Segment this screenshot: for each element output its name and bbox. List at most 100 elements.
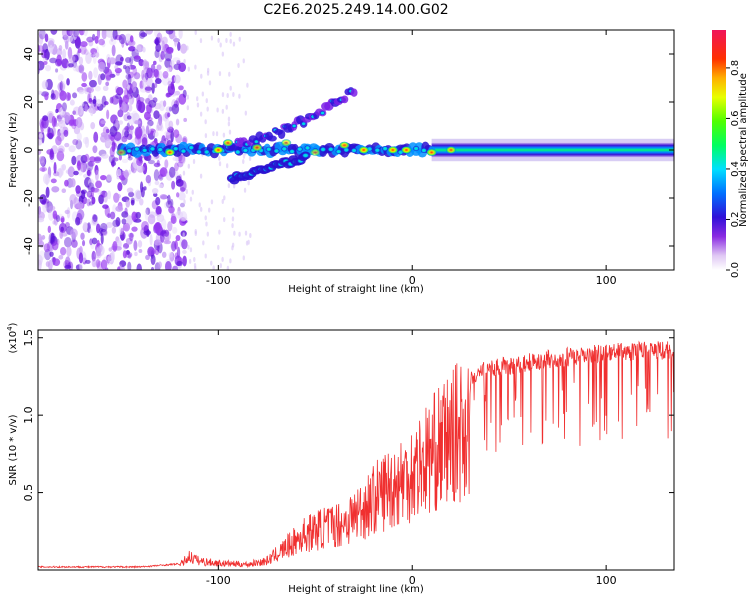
noise-speckle: [158, 169, 166, 177]
noise-speckle: [52, 258, 61, 267]
snr-border: [37, 329, 675, 571]
noise-speckle: [129, 125, 134, 131]
faint-speckle: [183, 58, 186, 64]
faint-speckle: [217, 37, 220, 43]
noise-speckle: [83, 30, 88, 37]
faint-speckle: [221, 199, 224, 205]
hotspot: [252, 144, 263, 152]
noise-speckle: [122, 222, 131, 232]
faint-speckle: [199, 111, 203, 117]
noise-speckle: [38, 259, 43, 268]
noise-speckle: [75, 139, 83, 150]
noise-speckle: [155, 205, 162, 215]
noise-speckle: [145, 254, 150, 260]
west-band-core: [420, 147, 427, 153]
noise-speckle: [118, 154, 123, 161]
noise-speckle: [155, 196, 161, 206]
noise-speckle: [149, 68, 156, 79]
faint-speckle: [206, 231, 210, 237]
west-band-core: [141, 147, 148, 153]
west-band-core: [289, 149, 296, 155]
noise-speckle: [159, 167, 168, 178]
noise-speckle: [95, 46, 99, 59]
noise-speckle: [114, 61, 123, 66]
noise-speckle: [49, 57, 58, 64]
noise-speckle: [171, 226, 178, 234]
faint-speckle: [200, 73, 203, 79]
noise-speckle: [162, 113, 168, 122]
faint-speckle: [202, 240, 205, 246]
noise-speckle: [120, 233, 125, 242]
noise-speckle: [64, 209, 70, 215]
snr-y-tick-label: 1.5: [22, 329, 35, 347]
noise-speckle: [68, 119, 75, 127]
noise-speckle: [83, 49, 89, 56]
noise-speckle: [151, 82, 155, 94]
noise-speckle: [124, 207, 128, 215]
noise-speckle: [100, 174, 107, 181]
noise-speckle: [104, 191, 108, 200]
noise-speckle: [136, 263, 142, 270]
noise-speckle: [125, 56, 132, 63]
noise-speckle: [43, 60, 48, 66]
hotspot: [446, 146, 457, 154]
faint-speckle: [232, 92, 235, 98]
noise-speckle: [82, 136, 89, 145]
upper-branch-core: [320, 111, 326, 116]
noise-speckle: [153, 221, 162, 234]
noise-speckle: [178, 191, 186, 201]
noise-speckle: [72, 63, 79, 72]
noise-speckle: [133, 72, 141, 80]
noise-speckle: [144, 72, 149, 80]
faint-speckle: [244, 110, 248, 116]
noise-speckle: [59, 82, 63, 91]
west-band-core: [382, 146, 389, 152]
faint-speckle: [212, 131, 215, 137]
faint-speckle: [218, 155, 221, 161]
noise-speckle: [38, 137, 43, 146]
noise-speckle: [48, 259, 53, 270]
faint-speckle: [208, 80, 212, 86]
noise-speckle: [153, 239, 162, 246]
faint-speckle: [232, 183, 236, 189]
west-band-core: [335, 149, 342, 155]
noise-speckle: [156, 64, 162, 71]
faint-speckle: [193, 257, 196, 263]
noise-speckle: [173, 74, 181, 84]
faint-speckle: [204, 119, 207, 125]
west-band-core: [157, 147, 164, 153]
noise-speckle: [154, 180, 160, 186]
noise-speckle: [127, 104, 133, 112]
noise-speckle: [78, 106, 84, 116]
noise-speckle: [91, 258, 97, 268]
noise-speckle: [136, 99, 142, 112]
snr-y-label: SNR (10 * v/v): [8, 414, 19, 485]
west-band-core: [149, 146, 156, 152]
noise-speckle: [102, 204, 109, 209]
faint-speckle: [229, 31, 232, 37]
noise-speckle: [168, 252, 174, 263]
noise-speckle: [61, 30, 68, 38]
noise-speckle: [153, 169, 160, 182]
noise-speckle: [140, 32, 148, 38]
spectrogram-content: [38, 30, 674, 270]
noise-speckle: [117, 109, 124, 118]
faint-speckle: [210, 35, 214, 41]
faint-speckle: [198, 202, 201, 208]
noise-speckle: [118, 33, 126, 45]
noise-speckle: [67, 92, 72, 101]
noise-speckle: [146, 124, 152, 134]
noise-speckle: [125, 237, 133, 245]
noise-speckle: [179, 187, 186, 193]
noise-speckle: [150, 266, 155, 270]
west-band-core: [296, 146, 303, 152]
noise-speckle: [38, 44, 41, 54]
noise-speckle: [106, 53, 111, 64]
noise-speckle: [45, 186, 50, 198]
noise-speckle: [38, 33, 44, 46]
snr-series-line: [38, 340, 674, 569]
noise-speckle: [88, 79, 97, 88]
noise-speckle: [49, 44, 54, 54]
noise-speckle: [92, 52, 97, 64]
noise-speckle: [91, 187, 100, 193]
